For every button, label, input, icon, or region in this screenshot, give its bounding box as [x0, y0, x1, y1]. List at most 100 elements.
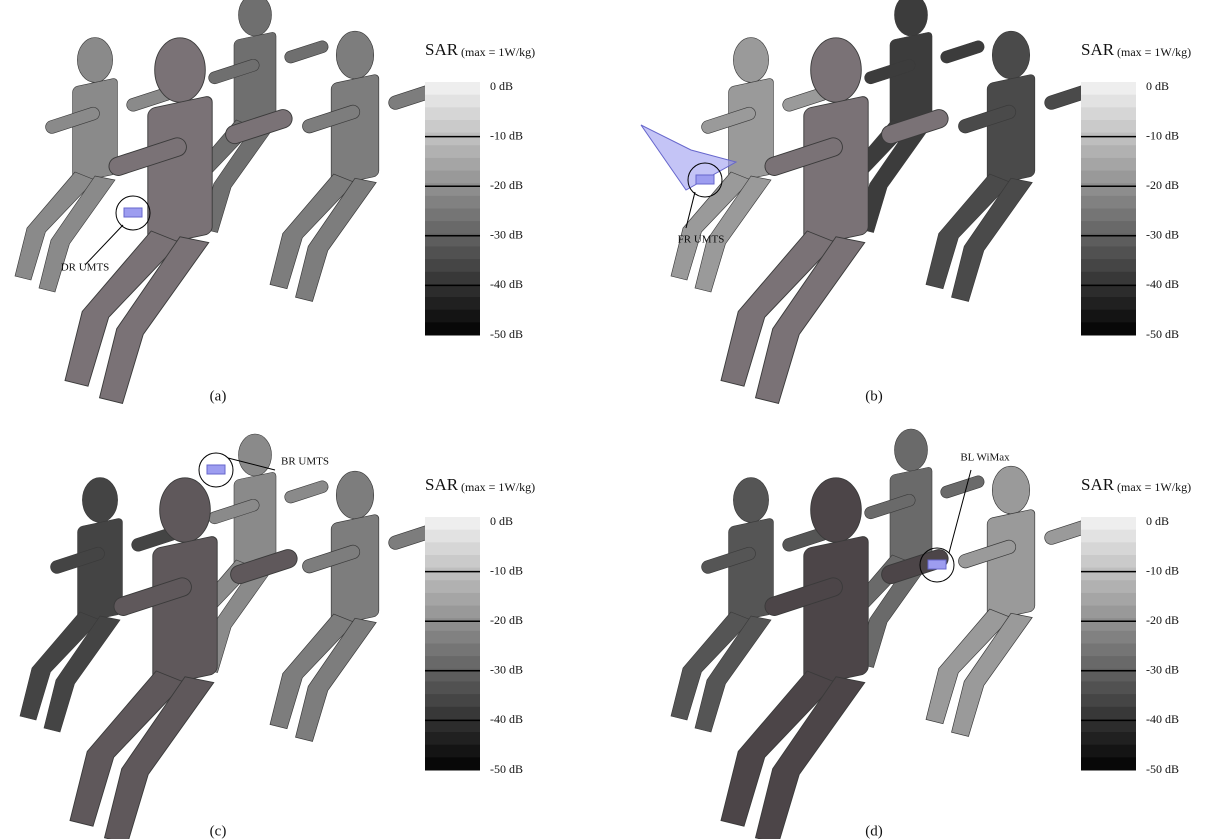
device [696, 175, 714, 184]
colorbar-tick-label: -10 dB [1146, 563, 1179, 577]
colorbar-band [1081, 145, 1136, 158]
colorbar-band [1081, 719, 1136, 732]
colorbar-band [425, 107, 480, 120]
phantom-arm [283, 39, 330, 64]
colorbar-band [1081, 568, 1136, 581]
colorbar-unit: (max = 1W/kg) [1117, 45, 1191, 59]
colorbar-title: SAR [1081, 475, 1115, 494]
phantom-arm [939, 474, 986, 499]
colorbar-band [425, 297, 480, 310]
colorbar-band [1081, 259, 1136, 272]
colorbar-band [1081, 171, 1136, 184]
colorbar-tick-label: 0 dB [1146, 79, 1169, 93]
colorbar-band [425, 310, 480, 323]
colorbar-band [425, 272, 480, 285]
colorbar-band [425, 145, 480, 158]
colorbar-band [1081, 530, 1136, 543]
colorbar-tick-label: -50 dB [490, 327, 523, 341]
colorbar-band [425, 322, 480, 335]
colorbar-band [1081, 656, 1136, 669]
colorbar-band [1081, 183, 1136, 196]
colorbar-band [425, 656, 480, 669]
colorbar-band [1081, 681, 1136, 694]
colorbar-band [1081, 707, 1136, 720]
panel: FR UMTSSAR(max = 1W/kg)0 dB-10 dB-20 dB-… [641, 0, 1191, 404]
colorbar-tick-label: 0 dB [490, 79, 513, 93]
colorbar-band [1081, 745, 1136, 758]
annotation-line [85, 225, 123, 265]
colorbar-band [1081, 644, 1136, 657]
colorbar-tick-label: -50 dB [1146, 327, 1179, 341]
colorbar-band [1081, 209, 1136, 222]
phantom-torso [804, 535, 868, 687]
panel-caption: (a) [210, 388, 227, 404]
colorbar-tick-label: -20 dB [1146, 178, 1179, 192]
phantom [270, 31, 440, 301]
colorbar-band [425, 542, 480, 555]
colorbar-band [425, 221, 480, 234]
panel-caption: (d) [865, 823, 883, 839]
colorbar-title: SAR [425, 475, 459, 494]
phantom-head [733, 478, 768, 523]
colorbar-band [425, 82, 480, 95]
colorbar-title: SAR [425, 40, 459, 59]
colorbar-band [425, 707, 480, 720]
colorbar-band [1081, 196, 1136, 209]
colorbar-band [1081, 107, 1136, 120]
colorbar-band [1081, 120, 1136, 133]
colorbar-tick-label: -10 dB [490, 563, 523, 577]
phantom-torso [987, 74, 1035, 186]
colorbar-unit: (max = 1W/kg) [1117, 480, 1191, 494]
colorbar-band [1081, 272, 1136, 285]
colorbar-band [1081, 631, 1136, 644]
phantom-torso [987, 509, 1035, 621]
phantom [926, 31, 1096, 301]
phantom-head [336, 471, 373, 519]
colorbar-tick-label: -40 dB [490, 712, 523, 726]
phantom-head [895, 0, 928, 36]
colorbar-band [425, 694, 480, 707]
colorbar-band [1081, 310, 1136, 323]
colorbar-tick-label: -40 dB [490, 277, 523, 291]
colorbar-tick-label: -30 dB [490, 228, 523, 242]
colorbar-tick-label: 0 dB [1146, 514, 1169, 528]
colorbar-band [425, 246, 480, 259]
phantom-head [239, 0, 272, 36]
colorbar-tick-label: -10 dB [490, 128, 523, 142]
colorbar-tick-label: -40 dB [1146, 712, 1179, 726]
colorbar-band [425, 530, 480, 543]
colorbar-band [425, 606, 480, 619]
colorbar-band [1081, 555, 1136, 568]
colorbar-band [1081, 732, 1136, 745]
colorbar-tick-label: -20 dB [490, 178, 523, 192]
colorbar-band [1081, 517, 1136, 530]
colorbar-band [425, 183, 480, 196]
colorbar-band [1081, 297, 1136, 310]
phantom-head [811, 478, 862, 542]
colorbar-tick-label: 0 dB [490, 514, 513, 528]
phantom [270, 471, 440, 741]
colorbar-band [425, 196, 480, 209]
colorbar-unit: (max = 1W/kg) [461, 480, 535, 494]
colorbar-band [425, 120, 480, 133]
colorbar-band [425, 284, 480, 297]
colorbar-unit: (max = 1W/kg) [461, 45, 535, 59]
colorbar-band [425, 517, 480, 530]
phantom-torso [331, 514, 379, 626]
colorbar-tick-label: -20 dB [490, 613, 523, 627]
annotation-label: DR UMTS [61, 262, 110, 274]
colorbar-band [425, 593, 480, 606]
phantom-head [992, 466, 1029, 514]
phantom-head [336, 31, 373, 79]
phantom-head [239, 434, 272, 476]
colorbar-band [425, 681, 480, 694]
phantom-head [155, 38, 206, 102]
colorbar-band [425, 171, 480, 184]
colorbar-band [1081, 580, 1136, 593]
phantom-arm [283, 479, 330, 504]
colorbar-band [1081, 322, 1136, 335]
phantom-head [82, 478, 117, 523]
colorbar-band [1081, 618, 1136, 631]
phantom-head [733, 38, 768, 83]
